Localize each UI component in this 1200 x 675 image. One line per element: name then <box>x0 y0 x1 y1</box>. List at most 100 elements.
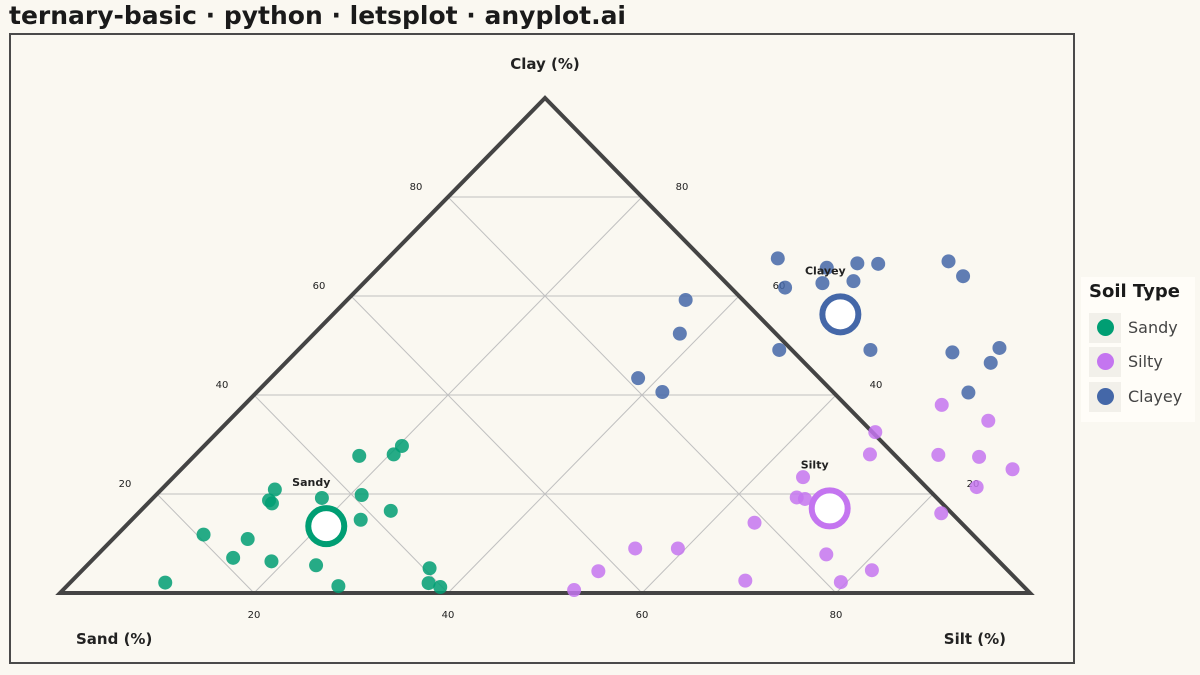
legend-item-sandy[interactable]: Sandy <box>1089 313 1193 343</box>
point-sandy-6 <box>314 490 329 505</box>
tick-label-bottom-80: 80 <box>830 610 843 621</box>
legend-key-sandy <box>1089 313 1121 343</box>
point-silty-11 <box>797 491 812 506</box>
point-silty-9 <box>934 506 949 521</box>
tick-label-left-60: 60 <box>313 281 326 292</box>
axis-label-left: Sand (%) <box>76 630 152 648</box>
point-silty-5 <box>972 449 987 464</box>
centroid-label-clayey: Clayey <box>805 264 846 277</box>
point-sandy-19 <box>433 580 448 595</box>
centroid-label-silty: Silty <box>801 458 829 471</box>
point-clayey-4 <box>778 280 793 295</box>
legend: Soil Type Sandy Silty Clayey <box>1081 277 1195 422</box>
point-clayey-5 <box>815 276 830 291</box>
point-clayey-17 <box>655 385 670 400</box>
point-sandy-2 <box>386 447 401 462</box>
point-silty-12 <box>747 515 762 530</box>
chart-title: ternary-basic · python · letsplot · anyp… <box>9 1 627 30</box>
point-clayey-11 <box>772 342 787 357</box>
point-silty-7 <box>1005 462 1020 477</box>
point-sandy-11 <box>240 532 255 547</box>
point-sandy-17 <box>422 561 437 576</box>
centroid-label-sandy: Sandy <box>292 476 330 489</box>
point-sandy-12 <box>226 550 241 565</box>
axis-label-right: Silt (%) <box>944 630 1006 648</box>
point-silty-6 <box>931 447 946 462</box>
grid-line-b-80 <box>447 196 837 594</box>
legend-key-silty <box>1089 347 1121 377</box>
plot-panel: 202020404040606060808080Clay (%)Sand (%)… <box>9 33 1075 664</box>
point-clayey-6 <box>846 274 861 289</box>
tick-label-bottom-60: 60 <box>636 610 649 621</box>
point-silty-2 <box>981 413 996 428</box>
legend-title: Soil Type <box>1089 281 1180 302</box>
point-silty-8 <box>969 480 984 495</box>
point-silty-1 <box>868 425 883 440</box>
grid-line-a-80 <box>835 493 934 594</box>
centroid-sandy <box>305 505 348 548</box>
point-clayey-8 <box>956 269 971 284</box>
point-sandy-1 <box>352 448 367 463</box>
point-silty-19 <box>833 575 848 590</box>
legend-item-clayey[interactable]: Clayey <box>1089 382 1193 412</box>
point-clayey-2 <box>850 256 865 271</box>
triangle-frame <box>55 95 1035 595</box>
point-clayey-10 <box>672 326 687 341</box>
centroid-clayey <box>819 293 862 336</box>
legend-key-clayey <box>1089 382 1121 412</box>
point-clayey-0 <box>770 251 785 266</box>
point-clayey-1 <box>819 260 834 275</box>
legend-label-sandy: Sandy <box>1128 318 1178 337</box>
point-clayey-13 <box>945 345 960 360</box>
point-sandy-9 <box>353 512 368 527</box>
point-silty-3 <box>796 470 811 485</box>
point-clayey-14 <box>992 340 1007 355</box>
tick-label-left-20: 20 <box>119 479 132 490</box>
point-silty-4 <box>862 447 877 462</box>
point-sandy-13 <box>264 554 279 569</box>
point-clayey-3 <box>871 256 886 271</box>
grid-line-a-40 <box>447 295 740 594</box>
tick-label-bottom-20: 20 <box>248 610 261 621</box>
tick-label-bottom-40: 40 <box>442 610 455 621</box>
centroid-silty <box>808 487 851 530</box>
axis-label-top: Clay (%) <box>510 55 580 73</box>
point-sandy-8 <box>383 503 398 518</box>
grid-line-b-40 <box>253 394 449 594</box>
grid-line-b-60 <box>350 295 643 594</box>
point-silty-15 <box>628 541 643 556</box>
point-sandy-14 <box>309 558 324 573</box>
point-clayey-7 <box>941 254 956 269</box>
legend-label-clayey: Clayey <box>1128 387 1183 406</box>
point-clayey-18 <box>961 385 976 400</box>
point-sandy-15 <box>158 575 173 590</box>
point-sandy-5 <box>264 496 279 511</box>
point-silty-14 <box>670 541 685 556</box>
point-clayey-9 <box>678 292 693 307</box>
point-silty-13 <box>819 547 834 562</box>
point-clayey-16 <box>631 371 646 386</box>
point-silty-17 <box>864 563 879 578</box>
point-silty-20 <box>567 583 582 598</box>
point-sandy-18 <box>421 576 436 591</box>
ternary-plot: 202020404040606060808080Clay (%)Sand (%)… <box>55 55 1035 648</box>
legend-dot-sandy <box>1097 319 1114 336</box>
point-sandy-10 <box>196 527 211 542</box>
legend-item-silty[interactable]: Silty <box>1089 347 1193 377</box>
legend-dot-clayey <box>1097 388 1114 405</box>
point-sandy-16 <box>331 579 346 594</box>
tick-label-left-80: 80 <box>410 182 423 193</box>
legend-label-silty: Silty <box>1128 352 1163 371</box>
point-silty-18 <box>738 573 753 588</box>
tick-label-right-40: 40 <box>870 380 883 391</box>
point-silty-16 <box>591 564 606 579</box>
point-clayey-12 <box>863 342 878 357</box>
grid-line-b-20 <box>156 493 255 594</box>
point-silty-0 <box>934 397 949 412</box>
point-clayey-15 <box>983 355 998 370</box>
tick-label-right-80: 80 <box>676 182 689 193</box>
legend-dot-silty <box>1097 353 1114 370</box>
point-sandy-7 <box>354 487 369 502</box>
tick-label-left-40: 40 <box>216 380 229 391</box>
point-sandy-3 <box>267 482 282 497</box>
